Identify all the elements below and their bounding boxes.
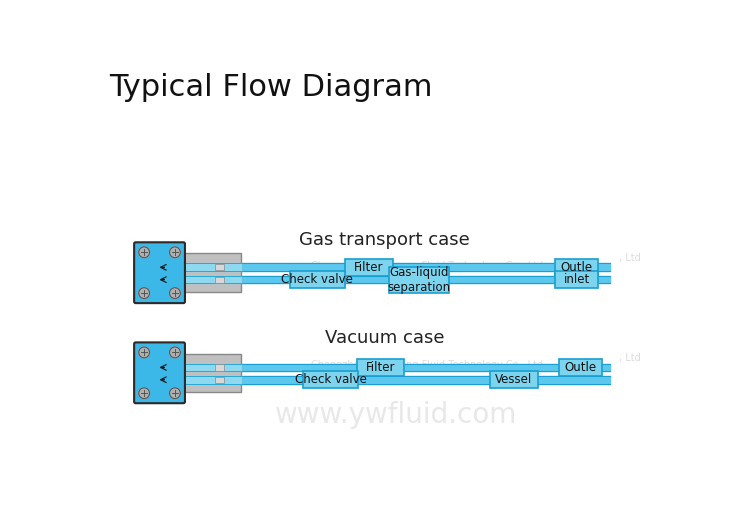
Bar [555, 271, 598, 288]
Text: Check valve: Check valve [281, 273, 353, 286]
Circle shape [170, 247, 180, 258]
Circle shape [139, 347, 149, 358]
Bar [184, 253, 242, 292]
Bar [290, 271, 345, 288]
Text: Typical Flow Diagram: Typical Flow Diagram [110, 73, 433, 102]
Text: Outle: Outle [565, 361, 597, 374]
Text: Changzhou Yuanwang Fluid Technology Co., Ltd: Changzhou Yuanwang Fluid Technology Co.,… [310, 261, 543, 271]
Circle shape [170, 347, 180, 358]
Bar [215, 276, 224, 283]
FancyBboxPatch shape [134, 242, 185, 303]
Text: Vessel: Vessel [495, 373, 532, 386]
Bar [490, 371, 538, 388]
Bar [184, 354, 242, 392]
Bar [389, 267, 449, 293]
FancyBboxPatch shape [134, 342, 185, 403]
Text: Changzhou Yuanwang Fluid Technology Co., Ltd: Changzhou Yuanwang Fluid Technology Co.,… [310, 360, 543, 370]
Text: , Ltd: , Ltd [620, 253, 641, 263]
Circle shape [170, 288, 180, 299]
Circle shape [139, 288, 149, 299]
Bar [345, 259, 393, 276]
Text: , Ltd: , Ltd [620, 353, 641, 363]
Text: www.ywfluid.com: www.ywfluid.com [274, 401, 517, 429]
Circle shape [139, 388, 149, 399]
Text: Gas transport case: Gas transport case [299, 231, 470, 249]
Bar [303, 371, 358, 388]
Text: Filter: Filter [354, 261, 384, 274]
Bar [560, 359, 602, 376]
Text: Outle: Outle [561, 261, 593, 274]
Text: inlet: inlet [564, 273, 590, 286]
Text: Gas-liquid
separation: Gas-liquid separation [388, 266, 451, 294]
Text: Vacuum case: Vacuum case [325, 329, 444, 347]
Bar [357, 359, 404, 376]
Circle shape [170, 388, 180, 399]
Bar [215, 264, 224, 270]
Circle shape [139, 247, 149, 258]
Text: Check valve: Check valve [295, 373, 367, 386]
Text: Filter: Filter [366, 361, 395, 374]
Bar [215, 364, 224, 370]
Bar [555, 259, 598, 276]
Bar [215, 376, 224, 383]
